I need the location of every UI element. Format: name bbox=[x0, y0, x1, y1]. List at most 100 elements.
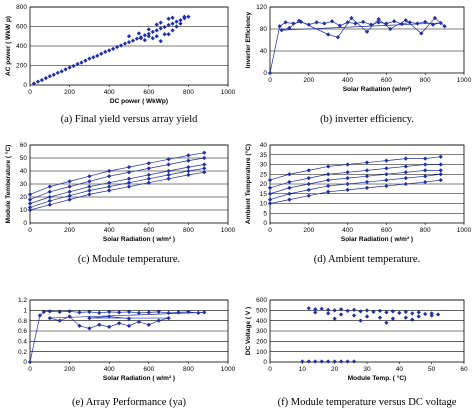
x-tick-label: 800 bbox=[420, 227, 431, 234]
data-point bbox=[75, 61, 80, 67]
data-point bbox=[186, 164, 191, 170]
y-axis-label: Inverter Efficiency bbox=[245, 11, 252, 68]
data-point bbox=[130, 38, 136, 43]
data-point bbox=[31, 81, 37, 86]
data-point bbox=[166, 310, 171, 316]
data-point bbox=[170, 15, 175, 20]
data-point bbox=[423, 179, 428, 185]
data-point bbox=[176, 310, 181, 315]
y-axis-label: DC Voltage ( V ) bbox=[245, 307, 252, 355]
data-point bbox=[390, 309, 395, 314]
data-point bbox=[47, 202, 52, 207]
y-axis-label: Module Temberature ( °C) bbox=[4, 145, 12, 224]
data-point bbox=[306, 176, 311, 181]
data-point bbox=[63, 67, 68, 72]
figure-caption: (c) Module temperature. bbox=[78, 254, 180, 265]
data-point bbox=[166, 157, 171, 162]
data-point bbox=[146, 180, 151, 185]
data-point bbox=[107, 188, 112, 193]
data-point bbox=[202, 162, 207, 167]
data-point bbox=[399, 21, 405, 27]
x-tick-label: 30 bbox=[363, 366, 371, 373]
data-point bbox=[142, 38, 147, 43]
data-point bbox=[358, 318, 363, 323]
x-axis-label: Solar Radiation (w/m²) bbox=[343, 86, 412, 93]
series-line-1 bbox=[29, 157, 205, 200]
series-line-4 bbox=[29, 171, 205, 211]
data-point bbox=[360, 19, 366, 24]
data-point bbox=[87, 184, 92, 189]
data-point bbox=[47, 198, 52, 204]
figure-caption: (b) inverter efficiency. bbox=[320, 114, 414, 125]
x-tick-label: 0 bbox=[28, 89, 32, 96]
data-point bbox=[87, 56, 92, 61]
y-tick-label: 80 bbox=[260, 26, 268, 33]
y-tick-label: 0 bbox=[23, 220, 27, 227]
data-point bbox=[351, 359, 357, 364]
y-tick-label: 1 bbox=[23, 308, 27, 315]
data-point bbox=[313, 307, 318, 312]
y-tick-label: 5 bbox=[263, 210, 267, 217]
data-point bbox=[146, 322, 151, 327]
data-point bbox=[150, 36, 155, 41]
data-point bbox=[423, 156, 428, 161]
data-point bbox=[403, 315, 408, 320]
chart-panel-b: 0 40 80 120 0 200 400 600 800 1000 Solar Radiation… bbox=[245, 4, 472, 125]
data-point bbox=[332, 308, 337, 313]
data-point bbox=[202, 166, 207, 171]
y-tick-label: 60 bbox=[20, 142, 28, 149]
data-point bbox=[166, 22, 171, 28]
data-point bbox=[27, 205, 33, 210]
data-point bbox=[306, 359, 311, 364]
y-tick-label: 300 bbox=[256, 328, 267, 335]
data-point bbox=[345, 176, 350, 181]
series-line-0 bbox=[269, 156, 441, 181]
data-point bbox=[67, 184, 72, 189]
data-point bbox=[158, 39, 163, 44]
data-point bbox=[436, 312, 441, 317]
y-tick-label: 35 bbox=[260, 152, 268, 159]
series-line-1 bbox=[269, 164, 441, 189]
data-point bbox=[306, 193, 311, 198]
y-tick-label: 400 bbox=[16, 43, 27, 50]
data-point bbox=[384, 320, 389, 325]
data-point bbox=[345, 162, 350, 167]
data-point bbox=[107, 324, 112, 329]
data-point bbox=[122, 41, 128, 46]
data-point bbox=[138, 36, 144, 41]
y-tick-label: 120 bbox=[256, 4, 267, 11]
data-point bbox=[423, 162, 428, 167]
data-point bbox=[166, 32, 171, 37]
x-tick-label: 1000 bbox=[221, 227, 236, 234]
data-point bbox=[429, 313, 434, 318]
data-point bbox=[83, 58, 88, 63]
series-line-0 bbox=[29, 311, 205, 363]
data-point bbox=[438, 154, 443, 159]
data-point bbox=[291, 21, 296, 26]
data-point bbox=[364, 168, 370, 173]
data-point bbox=[403, 156, 408, 161]
data-point bbox=[71, 63, 76, 69]
figure-caption: (f) Module temperature versus DC voltage bbox=[278, 397, 457, 408]
data-point bbox=[326, 183, 331, 189]
data-point bbox=[27, 359, 33, 365]
data-point bbox=[390, 316, 395, 321]
data-point bbox=[423, 174, 428, 179]
x-tick-label: 40 bbox=[396, 366, 404, 373]
series-line-0 bbox=[269, 17, 445, 74]
data-point bbox=[410, 311, 415, 316]
data-point bbox=[332, 359, 337, 364]
data-point bbox=[267, 201, 273, 206]
x-tick-label: 0 bbox=[28, 366, 32, 373]
data-point bbox=[47, 194, 52, 200]
data-point bbox=[136, 310, 142, 316]
data-point bbox=[142, 33, 147, 38]
data-point bbox=[47, 184, 52, 189]
data-point bbox=[306, 168, 311, 173]
x-tick-label: 50 bbox=[428, 366, 436, 373]
x-tick-label: 0 bbox=[28, 227, 32, 234]
data-point bbox=[43, 76, 48, 81]
data-point bbox=[87, 326, 92, 331]
